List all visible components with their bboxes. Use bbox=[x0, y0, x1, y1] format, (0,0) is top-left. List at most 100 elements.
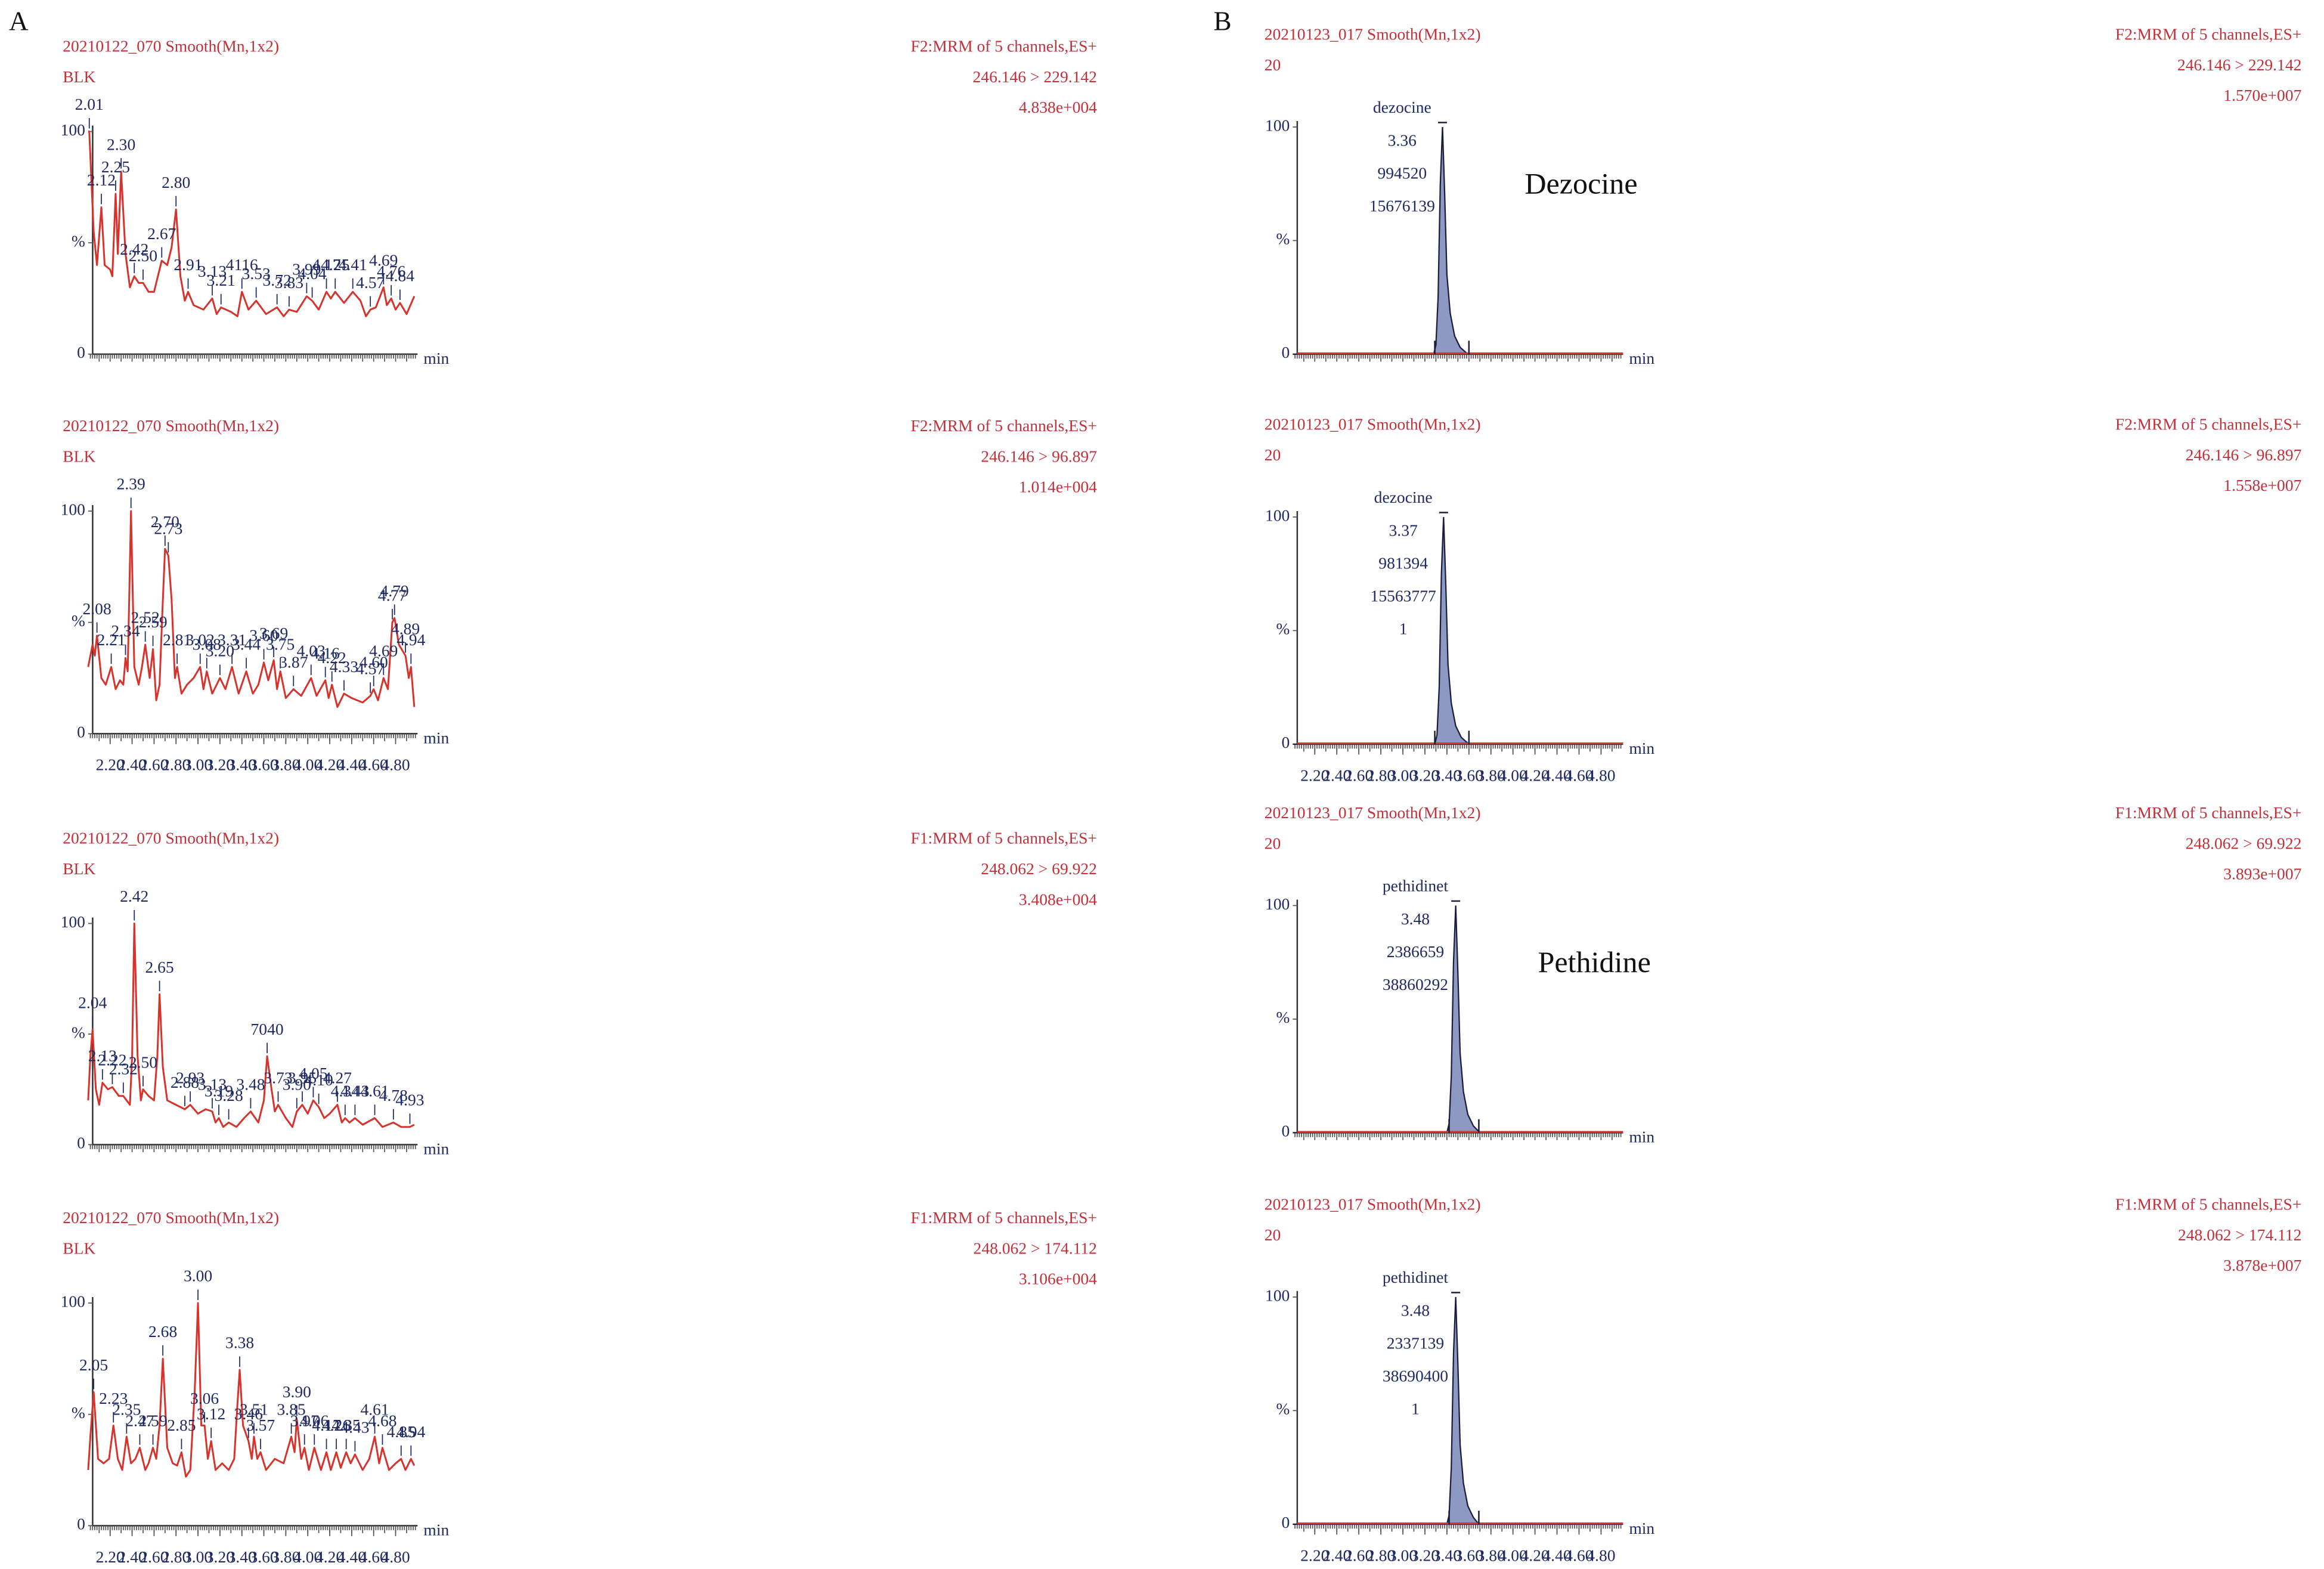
y-tick-label: % bbox=[72, 1403, 85, 1422]
peak-annotation: 15676139 bbox=[1369, 197, 1435, 215]
header-right: 1.570e+007 bbox=[2223, 86, 2301, 104]
peak-label: 4.22 bbox=[318, 648, 346, 667]
header-left: 20 bbox=[1265, 834, 1281, 852]
x-tick-label: 4.20 bbox=[315, 756, 344, 774]
peak-annotation: 981394 bbox=[1378, 553, 1428, 572]
peak-label: 2.93 bbox=[176, 1068, 204, 1087]
x-tick-label: 2.40 bbox=[1322, 1546, 1351, 1564]
header-left: 20210122_070 Smooth(Mn,1x2) bbox=[63, 829, 279, 847]
peak-label: 2.12 bbox=[87, 171, 116, 189]
header-right: F1:MRM of 5 channels,ES+ bbox=[910, 829, 1097, 847]
peak-annotation: 994520 bbox=[1377, 164, 1427, 182]
peak-label: 3.97 bbox=[290, 1411, 319, 1429]
peak-label: 4.35 bbox=[332, 1416, 361, 1434]
x-tick-label: 4.00 bbox=[293, 1548, 322, 1566]
peak-label: 4.04 bbox=[298, 264, 326, 283]
peak-label: 2.80 bbox=[162, 173, 190, 191]
y-tick-label: 100 bbox=[61, 500, 85, 518]
peak-label: 4.77 bbox=[378, 586, 407, 604]
peak-label: 2.32 bbox=[109, 1060, 138, 1078]
x-tick-label: 3.20 bbox=[206, 756, 234, 774]
peak-label: 3.51 bbox=[240, 1400, 268, 1419]
peak-label: 3.72 bbox=[263, 271, 292, 289]
peak-label: 2.65 bbox=[145, 958, 173, 976]
peak-label: 4.25 bbox=[321, 255, 349, 274]
x-tick-label: 4.60 bbox=[1564, 766, 1593, 784]
peak-label: 3.31 bbox=[218, 630, 246, 649]
header-right: 3.878e+007 bbox=[2223, 1256, 2301, 1274]
peak-label: 3.99 bbox=[292, 260, 321, 278]
x-tick-label: 3.60 bbox=[249, 1548, 278, 1566]
peak-label: 4.27 bbox=[323, 1068, 352, 1087]
header-left: 20210122_070 Smooth(Mn,1x2) bbox=[63, 1208, 279, 1227]
peak-label: 2.50 bbox=[129, 1053, 157, 1071]
x-tick-label: 4.80 bbox=[1586, 1546, 1615, 1564]
peak-label: 2.88 bbox=[171, 1073, 199, 1091]
peak-label: 4.06 bbox=[300, 1411, 329, 1429]
x-tick-label: 4.40 bbox=[1542, 766, 1571, 784]
x-tick-label: 3.80 bbox=[1477, 1546, 1505, 1564]
peak-annotation: 3.37 bbox=[1389, 521, 1418, 539]
x-tick-label: 2.20 bbox=[1300, 766, 1329, 784]
header-right: 248.062 > 174.112 bbox=[974, 1239, 1097, 1257]
x-tick-label: 2.40 bbox=[1322, 766, 1351, 784]
peak-label: 2.34 bbox=[111, 621, 140, 640]
y-tick-label: 0 bbox=[1282, 1513, 1290, 1531]
header-right: 3.106e+004 bbox=[1019, 1270, 1097, 1288]
header-right: 248.062 > 69.922 bbox=[981, 859, 1097, 878]
peak-label: 4116 bbox=[226, 255, 258, 274]
x-tick-label: 2.60 bbox=[1344, 1546, 1373, 1564]
peak-label: 2.52 bbox=[131, 608, 160, 627]
peak-label: 3.06 bbox=[190, 1389, 219, 1407]
peak-label: 2.35 bbox=[112, 1400, 141, 1419]
peak-annotation: 3.48 bbox=[1401, 1301, 1430, 1319]
y-tick-label: % bbox=[72, 232, 85, 250]
x-tick-label: 4.00 bbox=[1499, 1546, 1527, 1564]
y-tick-label: 0 bbox=[77, 343, 85, 361]
y-tick-label: 100 bbox=[61, 120, 85, 139]
x-tick-label: 2.20 bbox=[96, 756, 125, 774]
x-tick-label: 2.80 bbox=[162, 1548, 190, 1566]
peak-label: 3.90 bbox=[283, 1075, 311, 1093]
y-tick-label: % bbox=[1276, 230, 1290, 248]
peak-annotation: 3.48 bbox=[1401, 909, 1430, 928]
peak-annotation: dezocine bbox=[1373, 98, 1431, 116]
x-tick-label: 3.20 bbox=[1411, 1546, 1439, 1564]
peak-label: 2.70 bbox=[151, 512, 179, 531]
peak-label: 3.44 bbox=[232, 635, 261, 654]
header-right: 248.062 > 174.112 bbox=[2178, 1226, 2301, 1244]
peak-annotation: 1 bbox=[1399, 620, 1408, 638]
y-tick-label: 0 bbox=[1282, 343, 1290, 361]
peak-label: 4.61 bbox=[360, 1400, 389, 1419]
trace bbox=[88, 130, 416, 317]
header-left: 20210123_017 Smooth(Mn,1x2) bbox=[1265, 24, 1481, 43]
x-axis-label: min bbox=[423, 1521, 449, 1539]
trace bbox=[87, 510, 416, 708]
x-tick-label: 3.40 bbox=[1433, 1546, 1461, 1564]
peak-label: 3.73 bbox=[264, 1068, 292, 1087]
peak-label: 4.93 bbox=[395, 1090, 424, 1109]
peak-label: 2.91 bbox=[173, 255, 202, 274]
x-tick-label: 4.60 bbox=[360, 756, 388, 774]
x-tick-label: 4.00 bbox=[293, 756, 322, 774]
x-tick-label: 3.40 bbox=[1433, 766, 1461, 784]
x-tick-label: 3.00 bbox=[184, 756, 212, 774]
peak-label: 4.76 bbox=[377, 262, 405, 280]
header-right: 1.014e+004 bbox=[1019, 478, 1097, 496]
x-tick-label: 4.40 bbox=[337, 756, 366, 774]
x-tick-label: 3.80 bbox=[271, 1548, 300, 1566]
peak-label: 3.20 bbox=[206, 642, 234, 660]
peak-label: 4.57 bbox=[356, 660, 385, 678]
trace bbox=[87, 923, 415, 1128]
y-tick-label: 0 bbox=[77, 1515, 85, 1533]
peak-label: 4.03 bbox=[297, 642, 326, 660]
x-tick-label: 2.60 bbox=[140, 756, 168, 774]
x-tick-label: 2.80 bbox=[162, 756, 190, 774]
peak-label: 2.04 bbox=[78, 993, 107, 1011]
peak-label: 2.13 bbox=[88, 1046, 117, 1064]
peak-label: 3.28 bbox=[215, 1086, 243, 1104]
peak-label: 2.21 bbox=[97, 630, 125, 649]
header-left: 20 bbox=[1265, 55, 1281, 74]
